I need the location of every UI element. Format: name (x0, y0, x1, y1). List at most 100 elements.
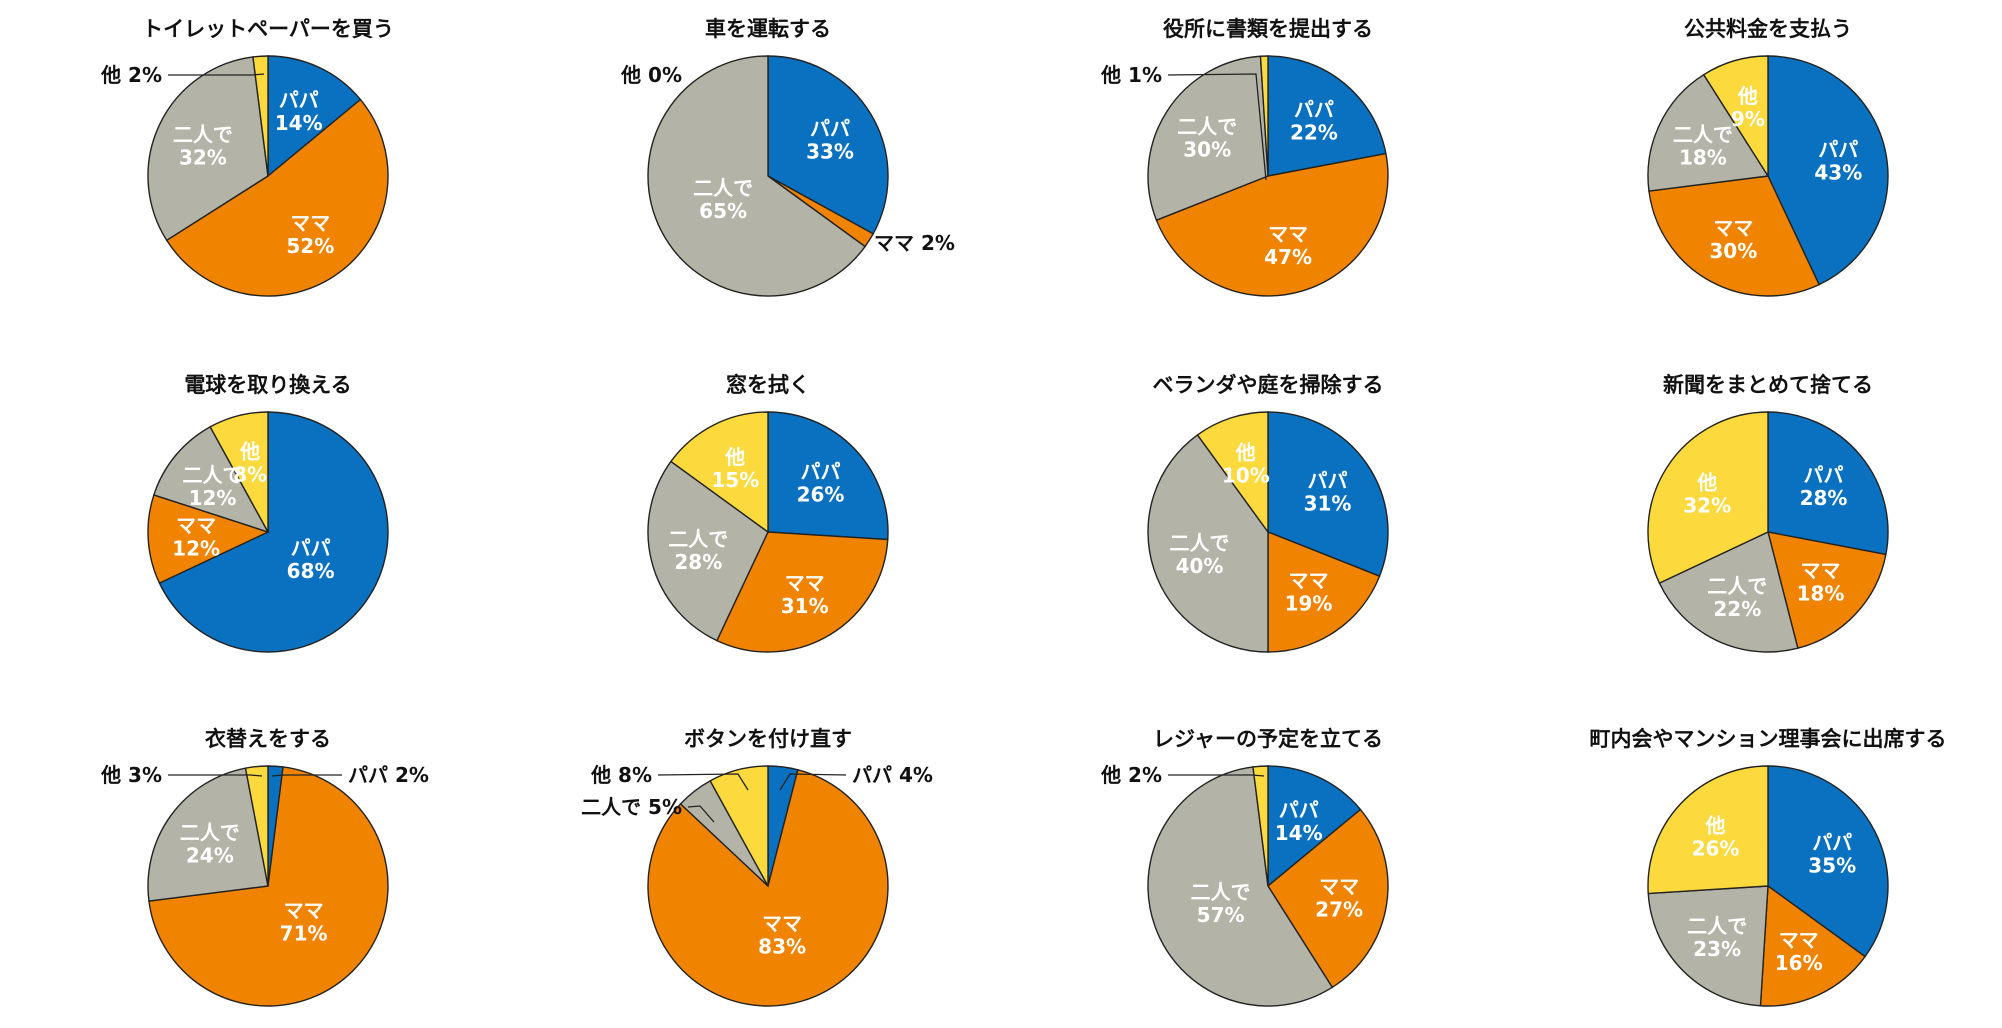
pie-slice-papa (1267, 411, 1389, 578)
pie-slice-other (244, 765, 269, 887)
slice-label-other: 他 1% (1100, 63, 1162, 87)
pie-slice-other (209, 411, 269, 533)
slice-label-mama: ママ 30% (1709, 216, 1757, 263)
slice-label-papa: パパ 28% (1800, 463, 1848, 510)
leader-line (168, 774, 263, 777)
pie-slice-papa (1267, 55, 1387, 177)
slice-label-futari: 二人で 28% (668, 527, 728, 574)
slice-label-papa: パパ 43% (1814, 137, 1862, 184)
slice-label-papa: パパ 68% (287, 536, 335, 583)
pie-slice-futari (1147, 55, 1269, 222)
chart-title: 町内会やマンション理事会に出席する (1590, 727, 1947, 751)
pie-slice-papa (1767, 411, 1889, 556)
pie-slice-futari (147, 56, 269, 242)
pie-slice-mama (1155, 152, 1389, 297)
chart-title: トイレットペーパーを買う (142, 17, 394, 41)
slice-label-mama: ママ 71% (280, 899, 328, 946)
slice-label-futari: 二人で 65% (693, 176, 753, 223)
slice-label-mama: ママ 27% (1315, 874, 1363, 921)
pie-slice-other (1702, 55, 1769, 179)
slice-label-other: 他 8% (590, 763, 652, 787)
pie-slice-mama (1267, 530, 1381, 653)
slice-label-mama: ママ 52% (286, 211, 334, 258)
pie-slice-mama (1267, 808, 1389, 989)
slice-label-other: 他 9% (1731, 84, 1765, 131)
slice-label-other: 他 2% (100, 63, 162, 87)
pie-slice-futari (1147, 766, 1334, 1007)
slice-label-papa: パパ 14% (275, 88, 323, 135)
pie-slice-futari (1147, 433, 1269, 653)
slice-label-other: 他 3% (100, 763, 162, 787)
slice-label-papa: パパ 31% (1304, 469, 1352, 516)
slice-label-mama: ママ 2% (874, 231, 955, 255)
pie-slice-mama (1767, 531, 1887, 650)
pie-slice-other (1259, 55, 1269, 177)
chart-title: 新聞をまとめて捨てる (1663, 373, 1873, 397)
pie-slice-mama (647, 768, 889, 1007)
slice-label-papa: パパ 22% (1290, 98, 1338, 145)
slice-label-other: 他 15% (711, 445, 759, 492)
slice-label-mama: ママ 31% (781, 571, 829, 618)
slice-label-mama: ママ 19% (1285, 569, 1333, 616)
slice-label-mama: ママ 83% (758, 911, 806, 958)
slice-label-papa: パパ 4% (852, 763, 933, 787)
slice-label-futari: 二人で 32% (173, 122, 233, 169)
pie-slice-other (1252, 765, 1269, 887)
slice-label-other: 他 32% (1683, 470, 1731, 517)
slice-label-futari: 二人で 30% (1177, 114, 1237, 161)
pie-slice-mama (715, 531, 889, 653)
pie-slice-mama (1648, 175, 1821, 297)
pie-slice-futari (147, 767, 269, 902)
slice-label-futari: 二人で 57% (1191, 880, 1251, 927)
pie-slice-futari (647, 55, 867, 297)
slice-label-futari: 二人で 40% (1170, 531, 1230, 578)
chart-title: 電球を取り換える (184, 373, 351, 397)
slice-label-mama: ママ 18% (1797, 558, 1845, 605)
pie-slice-futari (1647, 885, 1769, 1007)
pie-slice-futari (647, 460, 769, 642)
pie-slice-papa (767, 411, 889, 541)
pie-slice-futari (152, 425, 270, 534)
slice-label-papa: パパ 2% (348, 763, 429, 787)
leader-line (687, 805, 715, 823)
slice-label-futari: 二人で 24% (180, 821, 240, 868)
slice-label-futari: 二人で 23% (1687, 914, 1747, 961)
leader-line (1168, 774, 1265, 777)
slice-label-futari: 二人で 12% (183, 463, 243, 510)
leader-line (271, 774, 342, 777)
pie-slice-other (1647, 411, 1769, 585)
slice-label-other: 他 26% (1692, 814, 1740, 861)
slice-label-papa: パパ 33% (806, 116, 854, 163)
pie-slice-papa (1267, 765, 1362, 888)
chart-title: ボタンを付け直す (684, 727, 852, 751)
pie-slice-mama (1759, 884, 1867, 1007)
leader-line (657, 773, 749, 791)
slice-label-mama: ママ 47% (1264, 222, 1312, 269)
chart-title: レジャーの予定を立てる (1153, 727, 1383, 751)
chart-title: 役所に書類を提出する (1163, 17, 1373, 41)
pie-slice-other (709, 765, 769, 887)
pie-slice-mama (147, 494, 270, 585)
chart-title: 公共料金を支払う (1684, 17, 1852, 41)
chart-title: 車を運転する (705, 17, 831, 41)
slice-label-other: 他 8% (233, 439, 267, 486)
slice-label-other: 他 10% (1222, 441, 1270, 488)
leader-line (168, 73, 265, 76)
pie-slice-papa (158, 411, 389, 653)
pie-slice-other (1647, 765, 1769, 895)
leader-line (779, 773, 847, 791)
slice-label-futari: 二人で 22% (1707, 574, 1767, 621)
pie-slice-mama (165, 98, 389, 297)
pie-slice-other (252, 55, 269, 177)
